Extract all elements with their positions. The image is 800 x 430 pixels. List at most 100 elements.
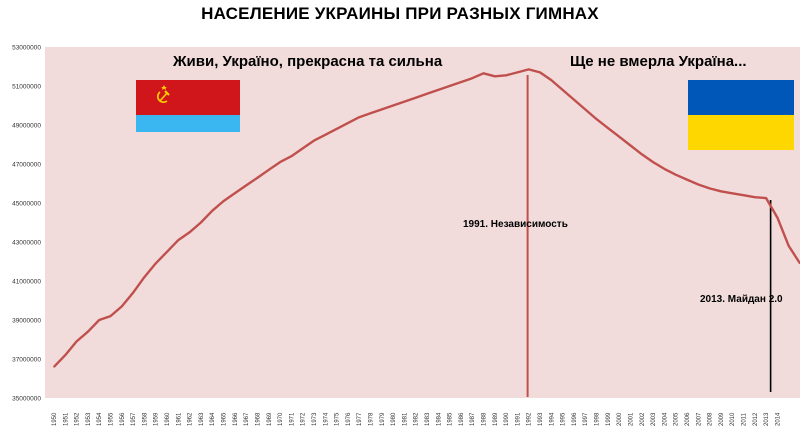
data-point — [121, 305, 123, 308]
data-point — [787, 245, 790, 247]
data-point — [268, 169, 270, 171]
x-tick-label: 2006 — [685, 412, 691, 426]
x-tick-label: 2011 — [741, 412, 747, 426]
x-tick-label: 2007 — [696, 412, 702, 426]
x-tick-label: 1980 — [391, 412, 397, 426]
data-point — [324, 134, 327, 136]
x-tick-label: 2004 — [662, 412, 668, 426]
data-point — [742, 194, 745, 196]
x-tick-label: 1986 — [459, 412, 465, 426]
data-point — [731, 192, 733, 195]
data-point — [256, 176, 259, 179]
data-point — [482, 72, 485, 75]
data-point — [437, 89, 440, 91]
x-tick-label: 1988 — [482, 412, 488, 426]
data-point — [720, 190, 722, 193]
data-point — [87, 330, 89, 333]
data-point — [177, 239, 180, 241]
data-point — [414, 96, 417, 99]
x-tick-label: 1960 — [165, 412, 171, 426]
data-point — [313, 139, 315, 142]
data-point — [641, 153, 643, 156]
data-point — [629, 144, 632, 147]
data-point — [708, 187, 711, 190]
data-point — [234, 192, 236, 195]
y-tick-label: 43000000 — [12, 240, 41, 247]
x-tick-label: 1967 — [244, 412, 250, 426]
x-tick-label: 1984 — [436, 412, 442, 426]
data-point — [381, 108, 383, 111]
x-tick-label: 2005 — [674, 412, 680, 426]
x-tick-label: 1959 — [154, 412, 160, 426]
x-tick-label: 2003 — [651, 412, 657, 426]
data-point — [765, 197, 767, 199]
data-point — [584, 108, 586, 111]
data-point — [618, 135, 620, 138]
x-tick-label: 1956 — [120, 412, 126, 426]
x-tick-label: 1961 — [176, 412, 182, 426]
x-tick-label: 1983 — [425, 412, 431, 426]
x-tick-label: 1990 — [504, 412, 510, 426]
x-tick-label: 1996 — [572, 412, 578, 426]
x-tick-label: 1997 — [583, 412, 589, 426]
y-tick-label: 47000000 — [12, 162, 41, 169]
x-tick-label: 2012 — [753, 412, 759, 426]
data-point — [539, 71, 541, 74]
data-point — [392, 104, 394, 107]
x-tick-label: 1952 — [75, 412, 81, 426]
x-tick-label: 1953 — [86, 412, 92, 426]
data-point — [200, 221, 202, 224]
x-tick-label: 1976 — [346, 412, 352, 426]
data-point — [109, 315, 112, 317]
data-point — [369, 112, 372, 115]
x-tick-label: 1975 — [335, 412, 341, 426]
x-tick-label: 2002 — [640, 412, 646, 426]
x-tick-label: 1979 — [380, 412, 386, 426]
x-tick-label: 1954 — [97, 412, 103, 426]
maidan-label: 2013. Майдан 2.0 — [700, 294, 783, 305]
x-tick-label: 2010 — [730, 412, 736, 426]
data-point — [527, 68, 530, 71]
data-point — [301, 147, 304, 150]
x-tick-label: 1971 — [289, 412, 295, 426]
data-point — [143, 276, 146, 278]
x-tick-label: 1982 — [414, 412, 420, 426]
data-point — [403, 100, 406, 103]
x-tick-label: 1970 — [278, 412, 284, 426]
data-point — [595, 118, 598, 120]
x-tick-label: 1981 — [402, 412, 408, 426]
data-point — [222, 200, 225, 202]
data-point — [426, 93, 428, 95]
x-tick-label: 1978 — [368, 412, 374, 426]
ukrainian-ssr-flag-icon — [136, 80, 240, 132]
data-point — [686, 178, 688, 181]
x-tick-label: 1989 — [493, 412, 499, 426]
x-tick-label: 1957 — [131, 412, 137, 426]
data-point — [561, 89, 564, 91]
data-point — [776, 216, 779, 219]
x-tick-label: 1950 — [52, 412, 58, 426]
y-tick-label: 45000000 — [12, 201, 41, 208]
y-tick-label: 51000000 — [12, 84, 41, 91]
data-point — [550, 79, 553, 81]
x-axis-ticks: 1950 1951 1952 1953 1954 1955 1956 1957 1958 1959… — [52, 412, 781, 426]
x-tick-label: 1963 — [199, 412, 205, 426]
data-point — [335, 128, 338, 130]
x-tick-label: 1977 — [357, 412, 363, 426]
hammer-sickle-icon — [157, 85, 170, 103]
data-point — [279, 161, 281, 163]
data-point — [64, 354, 67, 356]
data-point — [494, 75, 496, 78]
data-point — [358, 116, 361, 118]
data-point — [471, 77, 474, 79]
x-tick-label: 2001 — [628, 412, 634, 426]
data-point — [652, 161, 654, 163]
x-tick-label: 1965 — [222, 412, 228, 426]
y-tick-label: 41000000 — [12, 279, 41, 286]
data-point — [674, 173, 677, 176]
x-tick-label: 1999 — [606, 412, 612, 426]
x-tick-label: 1973 — [312, 412, 318, 426]
x-tick-label: 1992 — [527, 412, 533, 426]
ukraine-anthem-caption: Ще не вмерла Україна... — [570, 53, 747, 70]
